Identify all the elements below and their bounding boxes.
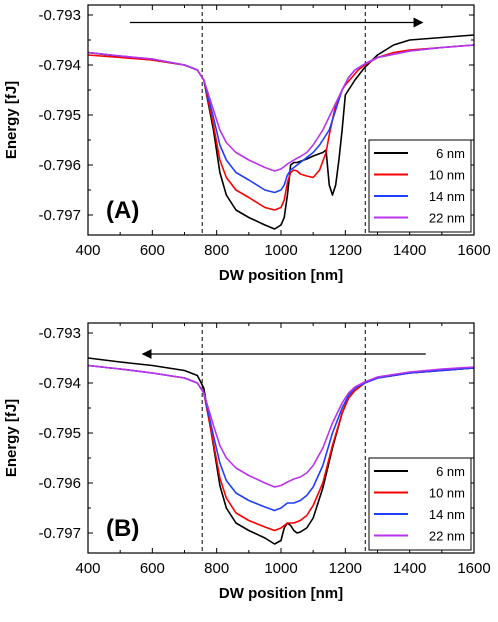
series-line-6-nm — [88, 34, 474, 230]
y-tick-label: -0.797 — [38, 525, 81, 542]
y-tick-label: -0.796 — [38, 157, 81, 174]
x-tick-label: 1200 — [329, 560, 362, 577]
y-tick-label: -0.797 — [38, 207, 81, 224]
x-tick-label: 400 — [75, 560, 100, 577]
legend-label: 6 nm — [436, 464, 465, 479]
legend-label: 22 nm — [429, 211, 465, 226]
legend-label: 22 nm — [429, 529, 465, 544]
x-tick-label: 1000 — [264, 242, 297, 259]
x-tick-label: 800 — [204, 242, 229, 259]
series-line-22-nm — [88, 44, 474, 172]
legend-label: 14 nm — [429, 507, 465, 522]
y-axis-label: Energy [fJ] — [3, 81, 20, 159]
legend-label: 10 nm — [429, 486, 465, 501]
y-axis-label: Energy [fJ] — [3, 399, 20, 477]
x-tick-label: 800 — [204, 560, 229, 577]
panel-a: 400 600 800 1000 1200 1400 1600 -0.793 -0.794 -0.… — [3, 4, 491, 284]
legend-label: 10 nm — [429, 168, 465, 183]
y-tick-label: -0.795 — [38, 107, 81, 124]
x-tick-label: 600 — [140, 560, 165, 577]
panel-label: (A) — [106, 197, 139, 224]
y-tick-label: -0.793 — [38, 325, 81, 342]
x-tick-label: 1400 — [393, 560, 426, 577]
series-line-10-nm — [88, 44, 474, 211]
y-tick-label: -0.794 — [38, 375, 81, 392]
series-line-22-nm — [88, 364, 474, 488]
x-tick-label: 1600 — [457, 560, 490, 577]
x-axis-label: DW position [nm] — [219, 267, 343, 284]
x-tick-label: 1000 — [264, 560, 297, 577]
legend-label: 14 nm — [429, 189, 465, 204]
series-group — [88, 357, 474, 545]
y-tick-label: -0.793 — [38, 7, 81, 24]
panel-b: 400 600 800 1000 1200 1400 1600 -0.793 -0.794 -0.… — [3, 322, 491, 602]
y-tick-label: -0.795 — [38, 425, 81, 442]
y-tick-label: -0.796 — [38, 475, 81, 492]
y-tick-label: -0.794 — [38, 57, 81, 74]
x-tick-label: 400 — [75, 242, 100, 259]
x-tick-label: 1600 — [457, 242, 490, 259]
legend-label: 6 nm — [436, 146, 465, 161]
x-axis-label: DW position [nm] — [219, 585, 343, 602]
x-tick-label: 1400 — [393, 242, 426, 259]
panel-label: (B) — [106, 515, 139, 542]
x-tick-label: 1200 — [329, 242, 362, 259]
series-group — [88, 34, 474, 230]
x-tick-label: 600 — [140, 242, 165, 259]
